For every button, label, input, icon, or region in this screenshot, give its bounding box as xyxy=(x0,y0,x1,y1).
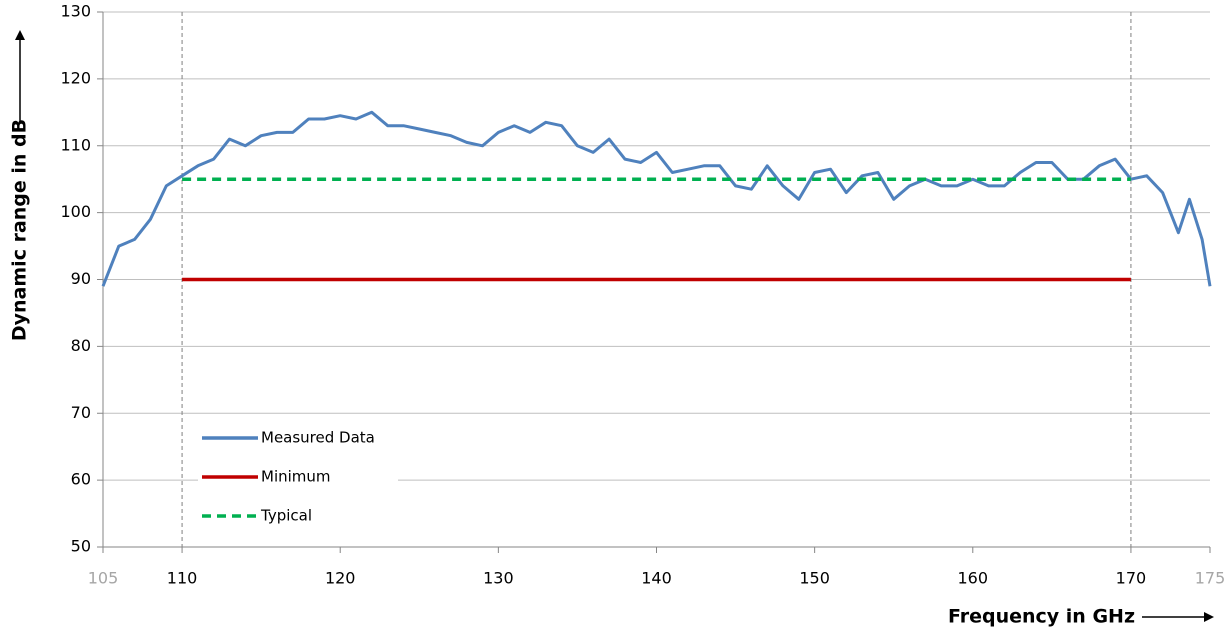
x-tick-label: 140 xyxy=(641,569,672,588)
x-tick-label: 110 xyxy=(167,569,198,588)
data-line xyxy=(101,110,1212,287)
y-axis-title: Dynamic range in dB xyxy=(9,119,31,341)
x-axis-title: Frequency in GHz xyxy=(948,606,1135,628)
x-tick-label: 150 xyxy=(799,569,830,588)
legend-label: Minimum xyxy=(261,468,331,486)
y-tick-label: 80 xyxy=(71,336,91,355)
y-tick-label: 100 xyxy=(60,202,91,221)
x-tick-label: 175 xyxy=(1195,569,1226,588)
y-arrowhead xyxy=(15,30,25,40)
legend-label: Typical xyxy=(260,507,312,525)
x-tick-label: 130 xyxy=(483,569,514,588)
y-tick-label: 90 xyxy=(71,269,91,288)
y-tick-label: 130 xyxy=(60,2,91,21)
y-tick-label: 50 xyxy=(71,537,91,556)
y-tick-label: 120 xyxy=(60,68,91,87)
x-tick-label: 170 xyxy=(1116,569,1147,588)
y-tick-label: 60 xyxy=(71,470,91,489)
y-tick-label: 110 xyxy=(60,135,91,154)
x-tick-label: 105 xyxy=(88,569,119,588)
x-arrowhead xyxy=(1204,612,1214,622)
x-tick-label: 160 xyxy=(958,569,989,588)
y-tick-label: 70 xyxy=(71,403,91,422)
legend-label: Measured Data xyxy=(261,429,375,447)
x-tick-label: 120 xyxy=(325,569,356,588)
